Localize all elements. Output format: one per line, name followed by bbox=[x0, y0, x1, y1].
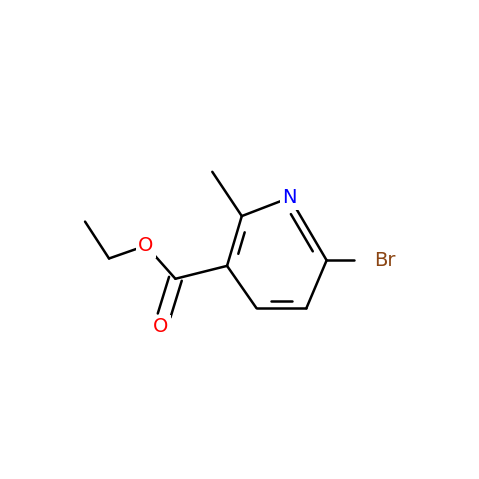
Text: N: N bbox=[283, 188, 297, 207]
FancyBboxPatch shape bbox=[150, 315, 171, 339]
FancyBboxPatch shape bbox=[136, 234, 156, 258]
Text: O: O bbox=[153, 317, 168, 336]
FancyBboxPatch shape bbox=[365, 248, 399, 273]
Text: O: O bbox=[138, 236, 154, 255]
Text: Br: Br bbox=[374, 251, 395, 270]
FancyBboxPatch shape bbox=[280, 186, 300, 210]
